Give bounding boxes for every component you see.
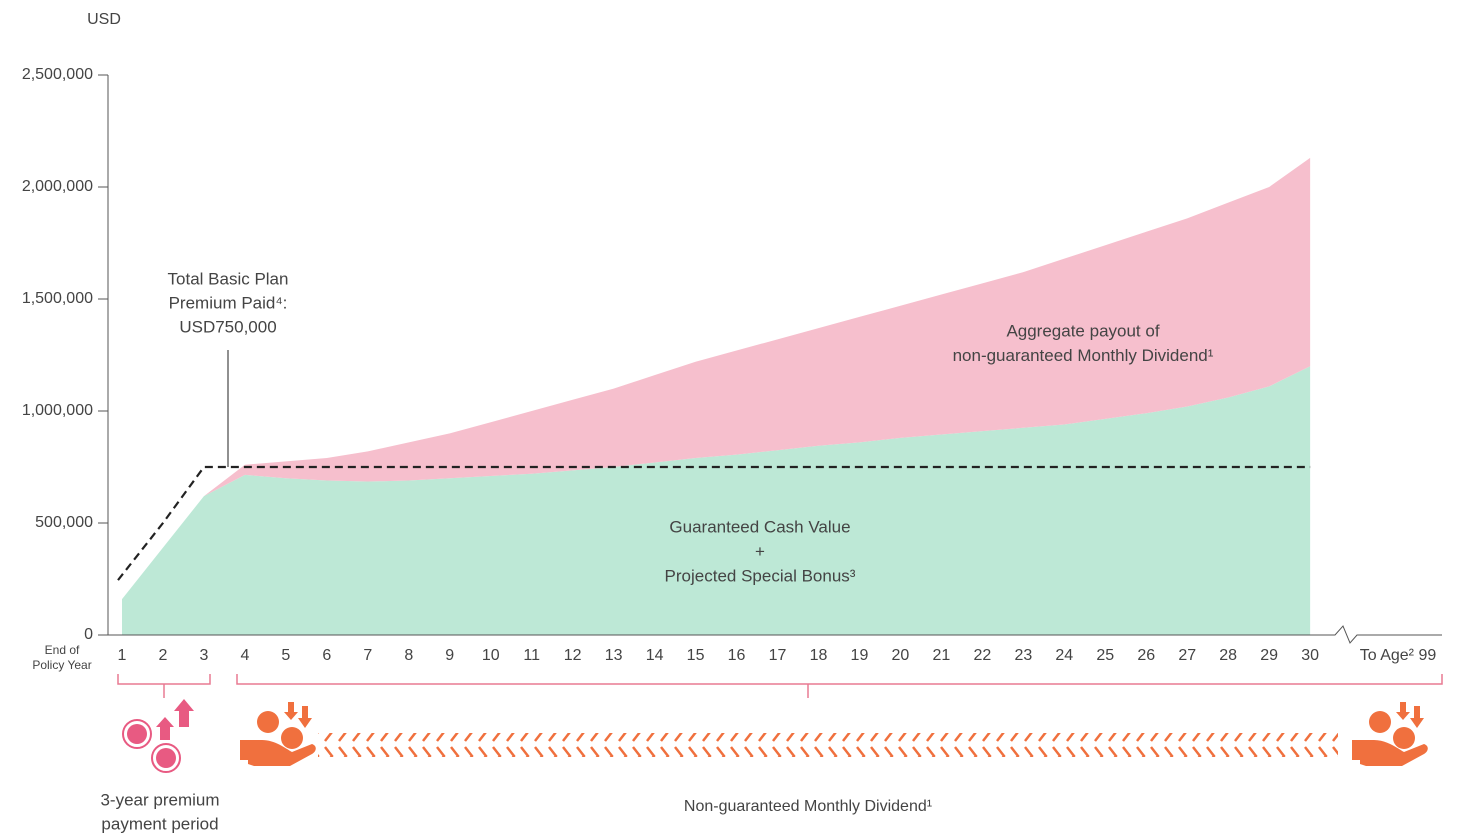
x-tick-label: 8 (404, 647, 413, 664)
y-tick-label: 1,500,000 (22, 290, 93, 307)
premium-annotation: Premium Paid⁴: (169, 293, 288, 312)
series-label: Projected Special Bonus³ (665, 566, 856, 585)
y-tick-label: 0 (84, 626, 93, 643)
x-tick-label: 18 (810, 647, 828, 664)
x-tick-label: 25 (1096, 647, 1114, 664)
x-tick-label: 24 (1055, 647, 1073, 664)
x-tick-label: 11 (523, 647, 540, 664)
x-tick-label: 4 (240, 647, 249, 664)
series-label: Guaranteed Cash Value (669, 517, 850, 536)
x-tick-label: 20 (892, 647, 910, 664)
x-tick-label: 14 (646, 647, 664, 664)
plot: 0 500,000 1,000,000 1,500,000 2,000,000 2,500… (22, 66, 1442, 664)
area (122, 366, 1311, 635)
y-tick-label: 2,000,000 (22, 178, 93, 195)
y-tick-label: 2,500,000 (22, 66, 93, 83)
y-tick-label: 500,000 (35, 514, 93, 531)
x-tick-label: 2 (159, 647, 168, 664)
premium-annotation: Total Basic Plan (168, 269, 289, 288)
x-tick-label: 30 (1301, 647, 1319, 664)
dividend-label: Non-guaranteed Monthly Dividend¹ (684, 798, 932, 815)
x-tick-label: To Age² 99 (1360, 647, 1437, 664)
x-tick-label: 6 (322, 647, 331, 664)
x-tick-label: 22 (973, 647, 991, 664)
premium-icon (122, 699, 194, 773)
premium-line (117, 465, 1311, 581)
series-label: Aggregate payout of (1006, 321, 1159, 340)
x-tick-label: 16 (728, 647, 746, 664)
x-tick-label: 26 (1137, 647, 1155, 664)
x-tick-label: 28 (1219, 647, 1237, 664)
y-tick-label: 1,000,000 (22, 402, 93, 419)
series-label: non-guaranteed Monthly Dividend¹ (953, 346, 1214, 365)
area (122, 157, 1311, 600)
x-tick-label: 23 (1014, 647, 1032, 664)
premium-period-label: 3-year premium (100, 790, 219, 809)
series-label: + (755, 542, 765, 561)
x-tick-label: 13 (605, 647, 623, 664)
x-tick-label: 9 (445, 647, 454, 664)
premium-period-label: payment period (101, 814, 218, 833)
x-tick-label: 5 (281, 647, 290, 664)
x-tick-label: 17 (769, 647, 787, 664)
x-tick-label: 19 (851, 647, 869, 664)
premium-annotation: USD750,000 (179, 317, 276, 336)
x-tick-label: 7 (363, 647, 372, 664)
x-axis-label: Policy Year (32, 658, 91, 672)
x-tick-label: 1 (118, 647, 127, 664)
x-tick-label: 27 (1178, 647, 1196, 664)
brackets (117, 674, 1443, 698)
x-tick-label: 3 (199, 647, 208, 664)
x-tick-label: 29 (1260, 647, 1278, 664)
x-tick-label: 12 (564, 647, 582, 664)
payout-icon-right (1352, 702, 1428, 766)
y-unit: USD (87, 11, 121, 28)
x-axis (108, 625, 1442, 644)
chevrons (318, 733, 1338, 757)
payout-icon-left (240, 702, 316, 766)
x-tick-label: 15 (687, 647, 705, 664)
x-tick-label: 21 (933, 647, 951, 664)
x-tick-label: 10 (482, 647, 500, 664)
x-axis-label: End of (45, 643, 80, 657)
